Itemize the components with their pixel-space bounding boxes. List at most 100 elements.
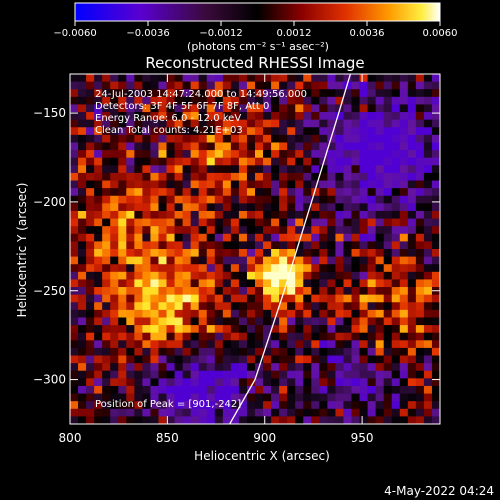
heatmap-cell [78, 332, 87, 341]
heatmap-cell [407, 104, 417, 113]
heatmap-cell [319, 218, 328, 227]
heatmap-cell [182, 218, 192, 227]
heatmap-cell [383, 226, 393, 235]
heatmap-cell [142, 416, 151, 424]
heatmap-cell [423, 393, 433, 402]
heatmap-cell [263, 165, 272, 174]
heatmap-cell [206, 408, 216, 417]
heatmap-cell [150, 249, 159, 258]
heatmap-cell [423, 340, 433, 349]
heatmap-cell [214, 294, 224, 303]
heatmap-cell [295, 347, 304, 356]
heatmap-cell [230, 249, 240, 258]
heatmap-cell [190, 172, 200, 181]
heatmap-cell [423, 226, 433, 235]
heatmap-cell [271, 264, 280, 273]
heatmap-cell [94, 104, 103, 113]
heatmap-cell [70, 74, 79, 83]
heatmap-cell [279, 294, 288, 303]
heatmap-cell [319, 302, 328, 311]
heatmap-cell [70, 112, 79, 121]
heatmap-cell [415, 172, 425, 181]
heatmap-cell [150, 165, 159, 174]
heatmap-cell [279, 378, 288, 387]
heatmap-cell [246, 325, 256, 334]
heatmap-cell [399, 332, 409, 341]
heatmap-cell [158, 172, 167, 181]
heatmap-cell [190, 317, 200, 326]
heatmap-cell [190, 287, 200, 296]
heatmap-cell [407, 287, 417, 296]
heatmap-cell [166, 325, 175, 334]
heatmap-cell [182, 363, 192, 372]
heatmap-cell [222, 165, 232, 174]
heatmap-cell [295, 104, 304, 113]
heatmap-cell [367, 256, 377, 265]
heatmap-cell [126, 302, 135, 311]
heatmap-cell [110, 378, 119, 387]
heatmap-cell [166, 218, 175, 227]
heatmap-cell [359, 393, 369, 402]
heatmap-cell [375, 370, 385, 379]
heatmap-cell [198, 74, 208, 83]
heatmap-cell [279, 127, 288, 136]
heatmap-cell [150, 81, 159, 90]
heatmap-cell [230, 340, 240, 349]
heatmap-cell [174, 309, 184, 318]
heatmap-cell [383, 165, 393, 174]
heatmap-cell [118, 112, 127, 121]
heatmap-cell [279, 302, 288, 311]
heatmap-cell [423, 150, 433, 159]
heatmap-cell [271, 119, 280, 128]
heatmap-cell [311, 309, 320, 318]
heatmap-cell [375, 157, 385, 166]
heatmap-cell [423, 104, 433, 113]
heatmap-cell [94, 370, 103, 379]
heatmap-cell [327, 112, 336, 121]
heatmap-cell [70, 264, 79, 273]
heatmap-cell [134, 241, 143, 250]
heatmap-cell [279, 74, 288, 83]
heatmap-cell [118, 195, 127, 204]
heatmap-cell [415, 340, 425, 349]
heatmap-cell [271, 81, 280, 90]
heatmap-cell [359, 172, 369, 181]
heatmap-cell [174, 81, 184, 90]
heatmap-cell [102, 416, 111, 424]
heatmap-cell [335, 302, 344, 311]
heatmap-cell [174, 165, 184, 174]
heatmap-cell [182, 347, 192, 356]
heatmap-cell [158, 347, 167, 356]
heatmap-cell [359, 340, 369, 349]
heatmap-cell [86, 218, 95, 227]
heatmap-cell [238, 385, 248, 394]
heatmap-cell [375, 325, 385, 334]
heatmap-cell [174, 127, 184, 136]
heatmap-cell [295, 127, 304, 136]
heatmap-cell [311, 188, 320, 197]
heatmap-cell [279, 203, 288, 212]
heatmap-cell [359, 104, 369, 113]
heatmap-cell [110, 408, 119, 417]
heatmap-cell [214, 287, 224, 296]
heatmap-cell [134, 317, 143, 326]
heatmap-cell [118, 347, 127, 356]
heatmap-cell [78, 264, 87, 273]
heatmap-cell [86, 142, 95, 151]
heatmap-cell [319, 104, 328, 113]
heatmap-cell [303, 142, 312, 151]
heatmap-cell [102, 393, 111, 402]
heatmap-cell [142, 264, 151, 273]
heatmap-cell [126, 370, 135, 379]
heatmap-cell [102, 302, 111, 311]
heatmap-cell [431, 157, 440, 166]
heatmap-cell [78, 134, 87, 143]
heatmap-cell [279, 363, 288, 372]
heatmap-cell [279, 89, 288, 98]
heatmap-cell [391, 393, 401, 402]
heatmap-cell [311, 294, 320, 303]
heatmap-cell [423, 256, 433, 265]
heatmap-cell [182, 81, 192, 90]
heatmap-cell [263, 309, 272, 318]
heatmap-cell [407, 210, 417, 219]
